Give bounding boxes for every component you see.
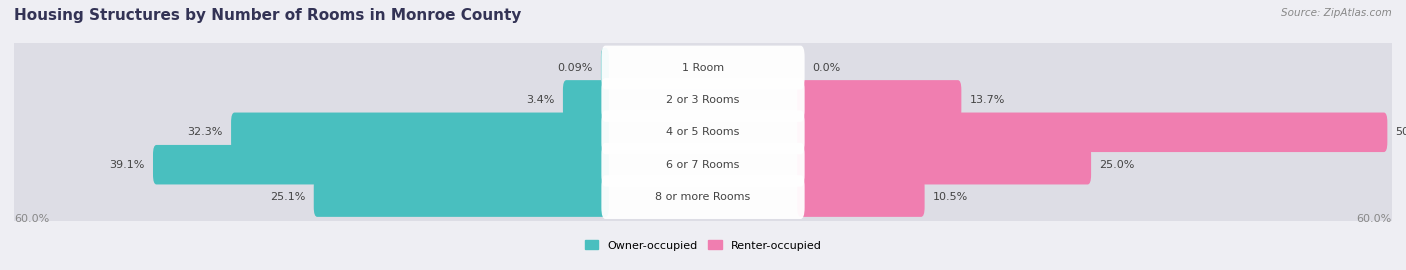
- FancyBboxPatch shape: [797, 177, 925, 217]
- FancyBboxPatch shape: [11, 159, 1395, 235]
- Text: 2 or 3 Rooms: 2 or 3 Rooms: [666, 95, 740, 105]
- FancyBboxPatch shape: [562, 80, 609, 120]
- Text: 0.0%: 0.0%: [813, 62, 841, 73]
- Text: 4 or 5 Rooms: 4 or 5 Rooms: [666, 127, 740, 137]
- Text: 60.0%: 60.0%: [1357, 214, 1392, 224]
- FancyBboxPatch shape: [797, 113, 1388, 152]
- Text: Housing Structures by Number of Rooms in Monroe County: Housing Structures by Number of Rooms in…: [14, 8, 522, 23]
- Text: 60.0%: 60.0%: [14, 214, 49, 224]
- Text: 3.4%: 3.4%: [526, 95, 555, 105]
- Text: 39.1%: 39.1%: [110, 160, 145, 170]
- Text: 50.8%: 50.8%: [1395, 127, 1406, 137]
- FancyBboxPatch shape: [11, 126, 1395, 203]
- Text: Source: ZipAtlas.com: Source: ZipAtlas.com: [1281, 8, 1392, 18]
- FancyBboxPatch shape: [153, 145, 609, 184]
- FancyBboxPatch shape: [600, 48, 609, 87]
- Text: 25.0%: 25.0%: [1099, 160, 1135, 170]
- FancyBboxPatch shape: [602, 143, 804, 187]
- Text: 8 or more Rooms: 8 or more Rooms: [655, 192, 751, 202]
- Text: 0.09%: 0.09%: [558, 62, 593, 73]
- FancyBboxPatch shape: [602, 175, 804, 219]
- FancyBboxPatch shape: [11, 94, 1395, 171]
- FancyBboxPatch shape: [231, 113, 609, 152]
- Text: 32.3%: 32.3%: [187, 127, 224, 137]
- FancyBboxPatch shape: [797, 145, 1091, 184]
- FancyBboxPatch shape: [11, 62, 1395, 138]
- Text: 13.7%: 13.7%: [969, 95, 1005, 105]
- Text: 10.5%: 10.5%: [932, 192, 967, 202]
- Text: 6 or 7 Rooms: 6 or 7 Rooms: [666, 160, 740, 170]
- FancyBboxPatch shape: [797, 80, 962, 120]
- FancyBboxPatch shape: [314, 177, 609, 217]
- Text: 1 Room: 1 Room: [682, 62, 724, 73]
- FancyBboxPatch shape: [602, 110, 804, 154]
- Text: 25.1%: 25.1%: [270, 192, 305, 202]
- Legend: Owner-occupied, Renter-occupied: Owner-occupied, Renter-occupied: [581, 236, 825, 255]
- FancyBboxPatch shape: [602, 78, 804, 122]
- FancyBboxPatch shape: [602, 46, 804, 89]
- FancyBboxPatch shape: [11, 29, 1395, 106]
